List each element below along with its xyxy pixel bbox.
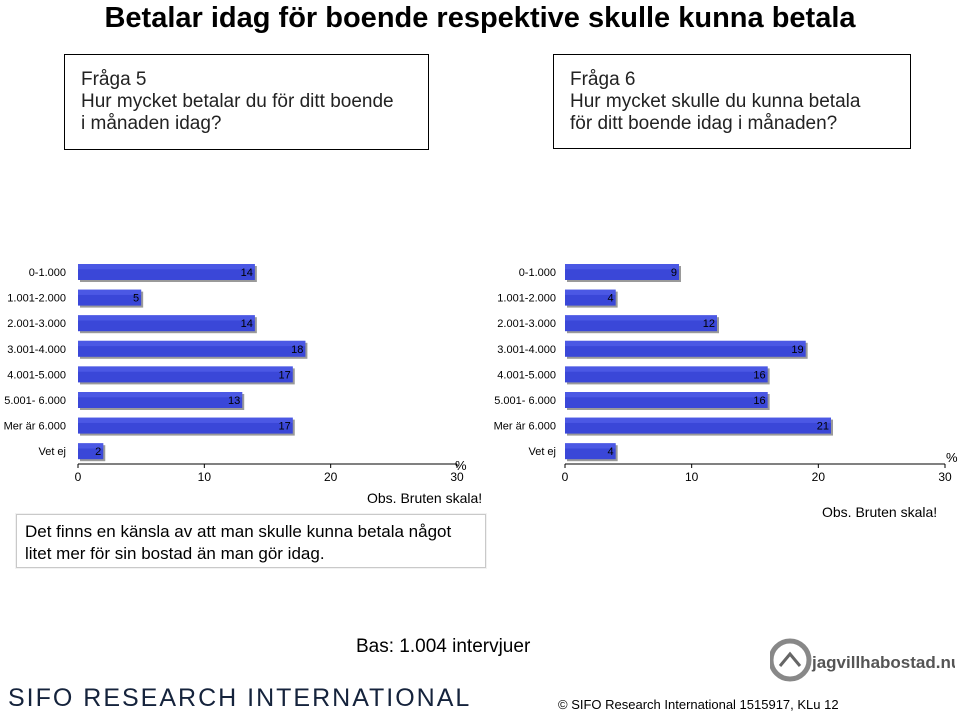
bar-highlight — [565, 443, 616, 449]
data-label: 13 — [228, 395, 240, 407]
question-5-text-line2: i månaden idag? — [81, 113, 222, 134]
data-label: 9 — [671, 267, 677, 279]
x-tick-label: 10 — [685, 470, 699, 484]
x-tick-label: 30 — [938, 470, 952, 484]
category-label: 1.001-2.000 — [497, 293, 556, 305]
x-tick-label: 10 — [198, 470, 212, 484]
category-label: 3.001-4.000 — [497, 344, 556, 356]
copyright: © SIFO Research International 1515917, K… — [558, 697, 839, 712]
data-label: 19 — [791, 344, 803, 356]
data-label: 16 — [753, 395, 765, 407]
data-label: 4 — [608, 446, 614, 458]
bar-highlight — [78, 340, 306, 347]
data-label: 21 — [817, 421, 829, 433]
category-label: 3.001-4.000 — [7, 344, 66, 356]
question-6-box: Fråga 6 Hur mycket skulle du kunna betal… — [553, 54, 911, 149]
bar-highlight — [565, 315, 717, 321]
category-label: 1.001-2.000 — [7, 293, 66, 305]
unit-label: % — [455, 458, 467, 473]
bar-highlight — [78, 366, 293, 372]
category-label: Vet ej — [38, 446, 66, 458]
logo-text: jagvillhabostad.nu — [811, 653, 955, 672]
sample-size: Bas: 1.004 intervjuer — [356, 636, 531, 657]
jagvillhabostad-logo: jagvillhabostad.nu — [770, 638, 955, 682]
bar-highlight — [78, 443, 104, 449]
data-label: 12 — [703, 318, 715, 330]
question-6-text-line2: för ditt boende idag i månaden? — [570, 113, 838, 134]
x-tick-label: 0 — [562, 470, 569, 484]
category-label: Vet ej — [528, 446, 556, 458]
category-label: 2.001-3.000 — [7, 318, 66, 330]
question-5-text-line1: Hur mycket betalar du för ditt boende — [81, 91, 394, 112]
unit-label: % — [946, 450, 958, 465]
insight-note-line1: Det finns en känsla av att man skulle ku… — [25, 522, 452, 541]
x-tick-label: 20 — [812, 470, 826, 484]
brand-wordmark: SIFO RESEARCH INTERNATIONAL — [8, 684, 472, 712]
data-label: 14 — [241, 267, 253, 279]
bar-highlight — [565, 366, 768, 372]
bar-highlight — [565, 289, 616, 295]
category-label: 0-1.000 — [519, 267, 556, 279]
data-label: 16 — [753, 369, 765, 381]
x-tick-label: 0 — [75, 470, 82, 484]
bar-highlight — [78, 264, 255, 270]
broken-scale-note-right: Obs. Bruten skala! — [822, 504, 938, 520]
question-5-label: Fråga 5 — [81, 69, 147, 90]
category-label: 0-1.000 — [29, 267, 66, 279]
data-label: 4 — [608, 293, 614, 305]
broken-scale-note-left: Obs. Bruten skala! — [367, 490, 483, 506]
bar-highlight — [78, 417, 293, 423]
bar-highlight — [565, 340, 806, 347]
bar-highlight — [78, 392, 243, 398]
data-label: 5 — [133, 293, 139, 305]
bar-highlight — [78, 289, 142, 295]
bar-highlight — [565, 264, 679, 270]
bar-highlight — [78, 315, 255, 321]
data-label: 17 — [279, 421, 291, 433]
bar-highlight — [565, 417, 831, 423]
insight-note-line2: litet mer för sin bostad än man gör idag… — [25, 544, 325, 563]
category-label: 2.001-3.000 — [497, 318, 556, 330]
data-label: 2 — [95, 446, 101, 458]
page-title: Betalar idag för boende respektive skull… — [104, 2, 856, 34]
question-5-box: Fråga 5 Hur mycket betalar du för ditt b… — [64, 54, 429, 150]
data-label: 18 — [291, 344, 303, 356]
x-tick-label: 30 — [450, 470, 464, 484]
category-label: Mer är 6.000 — [494, 421, 556, 433]
category-label: 4.001-5.000 — [497, 369, 556, 381]
data-label: 14 — [241, 318, 253, 330]
insight-note: Det finns en känsla av att man skulle ku… — [16, 514, 486, 568]
logo-circle-icon — [770, 638, 812, 682]
logo-house-icon — [778, 651, 802, 667]
bar-highlight — [565, 392, 768, 398]
category-label: 5.001- 6.000 — [494, 395, 556, 407]
category-label: 5.001- 6.000 — [4, 395, 66, 407]
data-label: 17 — [279, 369, 291, 381]
question-6-text-line1: Hur mycket skulle du kunna betala — [570, 91, 861, 112]
x-tick-label: 20 — [324, 470, 338, 484]
category-label: 4.001-5.000 — [7, 369, 66, 381]
question-6-label: Fråga 6 — [570, 69, 636, 90]
category-label: Mer är 6.000 — [4, 421, 66, 433]
